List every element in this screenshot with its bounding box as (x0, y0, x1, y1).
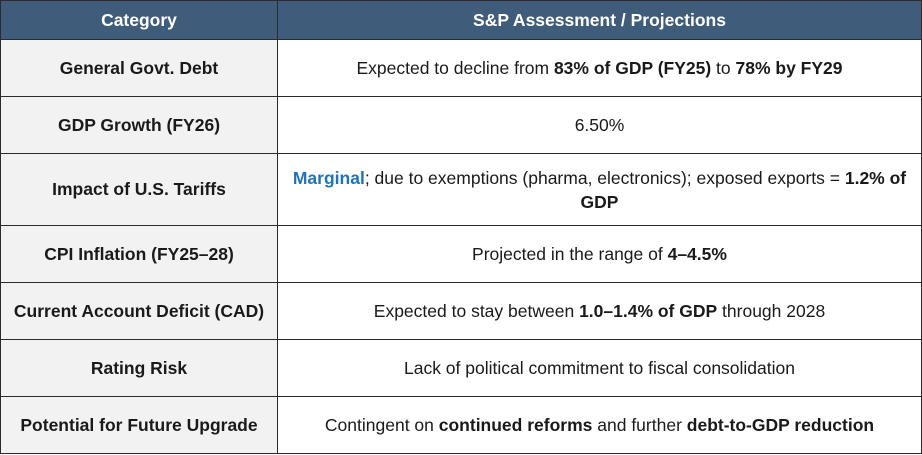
row-value: Contingent on continued reforms and furt… (277, 396, 922, 454)
value-text-bold: 1.0–1.4% of GDP (579, 301, 718, 321)
row-category: Rating Risk (0, 339, 278, 397)
value-text: ; due to exemptions (pharma, electronics… (364, 167, 845, 188)
header-projections: S&P Assessment / Projections (277, 0, 922, 40)
value-text: 6.50% (574, 115, 625, 135)
value-text-bold: 83% of GDP (FY25) (553, 58, 712, 78)
value-text: Contingent on (324, 415, 439, 435)
value-text-bold: 1.2% of GDP (580, 167, 907, 212)
value-text-bold: continued reforms (438, 415, 593, 435)
value-text-bold: debt-to-GDP reduction (686, 415, 875, 435)
row-category: General Govt. Debt (0, 39, 278, 97)
row-category: Potential for Future Upgrade (0, 396, 278, 454)
table-row: General Govt. Debt Expected to decline f… (0, 39, 922, 97)
table-row: Potential for Future Upgrade Contingent … (0, 396, 922, 454)
value-text: Projected in the range of (472, 244, 668, 264)
table-row: CPI Inflation (FY25–28) Projected in the… (0, 225, 922, 283)
row-value: Expected to stay between 1.0–1.4% of GDP… (277, 282, 922, 340)
value-text-bold: 4–4.5% (667, 244, 727, 264)
value-text-highlight: Marginal (292, 167, 365, 188)
value-text-bold: 78% by FY29 (735, 58, 843, 78)
row-value: Lack of political commitment to fiscal c… (277, 339, 922, 397)
table-row: GDP Growth (FY26) 6.50% (0, 96, 922, 154)
row-value: Marginal; due to exemptions (pharma, ele… (277, 153, 922, 226)
table-row: Impact of U.S. Tariffs Marginal; due to … (0, 153, 922, 226)
header-category: Category (0, 0, 278, 40)
row-value: Projected in the range of 4–4.5% (277, 225, 922, 283)
value-text: through 2028 (717, 301, 826, 321)
value-text: Lack of political commitment to fiscal c… (403, 358, 795, 378)
value-text: Expected to decline from (356, 58, 554, 78)
row-category: Current Account Deficit (CAD) (0, 282, 278, 340)
row-category: GDP Growth (FY26) (0, 96, 278, 154)
table-row: Rating Risk Lack of political commitment… (0, 339, 922, 397)
row-value: 6.50% (277, 96, 922, 154)
value-text: Expected to stay between (373, 301, 580, 321)
row-category: CPI Inflation (FY25–28) (0, 225, 278, 283)
table-row: Current Account Deficit (CAD) Expected t… (0, 282, 922, 340)
row-value: Expected to decline from 83% of GDP (FY2… (277, 39, 922, 97)
header-row: Category S&P Assessment / Projections (0, 0, 922, 40)
row-category: Impact of U.S. Tariffs (0, 153, 278, 226)
value-text: to (711, 58, 736, 78)
value-text: and further (592, 415, 687, 435)
